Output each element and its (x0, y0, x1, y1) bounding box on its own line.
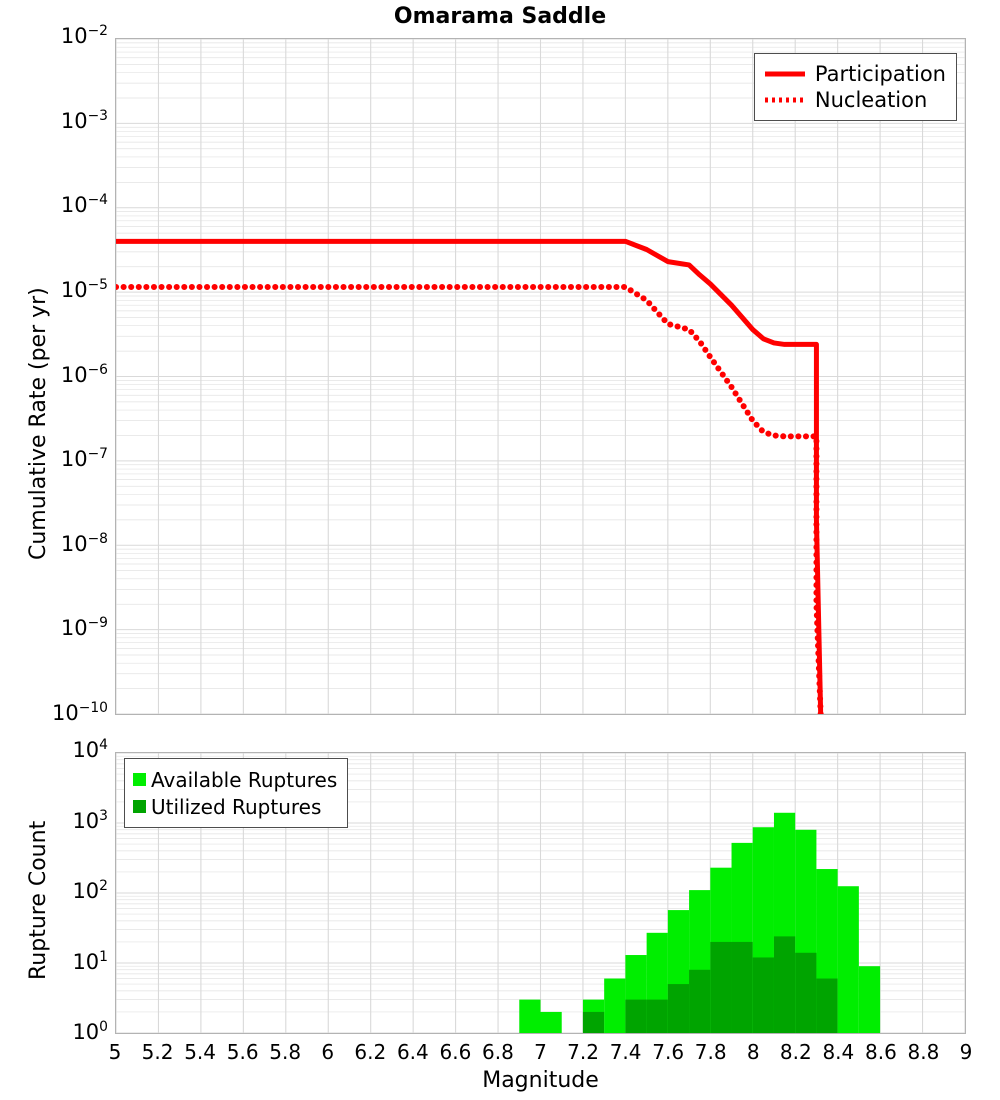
available-color-swatch (133, 773, 146, 786)
legend-bottom[interactable]: Available Ruptures Utilized Ruptures (124, 758, 349, 828)
rupture-count-plot: Available Ruptures Utilized Ruptures (115, 752, 966, 1034)
dotted-line-icon (764, 97, 805, 103)
x-tick-label: 6.8 (482, 1040, 514, 1064)
y-tick-label: 104 (72, 737, 108, 762)
legend-item-available-ruptures[interactable]: Available Ruptures (133, 766, 337, 793)
y-tick-label: 103 (72, 807, 108, 833)
y-tick-label: 10−7 (60, 446, 108, 472)
x-tick-label: 8.4 (822, 1040, 855, 1064)
legend-item-utilized-ruptures[interactable]: Utilized Ruptures (133, 793, 337, 820)
x-tick-label: 6.4 (396, 1040, 429, 1064)
x-tick-label: 7.8 (694, 1040, 727, 1064)
x-tick-label: 6 (321, 1040, 335, 1064)
x-tick-label: 5.8 (269, 1040, 302, 1064)
y-tick-label: 10−10 (52, 700, 108, 725)
solid-line-icon (764, 71, 805, 77)
legend-item-participation[interactable]: Participation (763, 61, 946, 87)
x-tick-label: 5.4 (184, 1040, 216, 1064)
x-tick-label: 8.8 (907, 1040, 940, 1064)
y-axis-label-bottom: Rupture Count (26, 820, 51, 980)
legend-top[interactable]: Participation Nucleation (753, 53, 957, 121)
y-tick-label: 10−4 (60, 192, 108, 218)
x-tick-label: 7.4 (609, 1040, 642, 1064)
cumulative-rate-plot: Participation Nucleation (115, 38, 966, 715)
x-tick-label: 8.2 (779, 1040, 812, 1064)
y-tick-label: 10−9 (60, 615, 108, 641)
y-tick-label: 10−2 (60, 23, 108, 48)
x-tick-label: 6.6 (439, 1040, 472, 1064)
y-axis-ticks-bottom: 100 101 102 103 104 (0, 738, 108, 1042)
legend-label-nucleation: Nucleation (814, 88, 928, 112)
x-axis-label: Magnitude (482, 1068, 599, 1093)
x-tick-label: 7.6 (652, 1040, 685, 1064)
y-tick-label: 10−3 (60, 107, 108, 133)
page-title: Omarama Saddle (393, 4, 607, 29)
y-axis-label-top: Cumulative Rate (per yr) (26, 287, 51, 560)
x-tick-label: 5.2 (141, 1040, 174, 1064)
y-tick-label: 10−8 (60, 530, 108, 556)
y-axis-ticks-top: 10−2 10−3 10−4 10−5 10−6 10−7 10−8 10−9 10−10 (0, 24, 108, 723)
legend-label-participation: Participation (814, 62, 946, 86)
x-tick-label: 5 (108, 1040, 122, 1064)
legend-label-available-ruptures: Available Ruptures (151, 767, 338, 792)
y-tick-label: 101 (72, 948, 108, 974)
x-tick-label: 5.6 (226, 1040, 259, 1064)
x-tick-label: 7 (534, 1040, 547, 1064)
x-tick-label: 9 (959, 1040, 973, 1064)
rate-curves (116, 238, 824, 714)
legend-label-utilized-ruptures: Utilized Ruptures (151, 794, 322, 819)
x-tick-label: 7.2 (567, 1040, 599, 1064)
rupture-bars (519, 812, 881, 1033)
x-tick-label: 6.2 (354, 1040, 387, 1064)
y-tick-label: 102 (72, 878, 108, 903)
y-tick-label: 100 (72, 1019, 108, 1044)
x-tick-label: 8.6 (864, 1040, 897, 1064)
grid-lines-top (116, 39, 965, 714)
legend-item-nucleation[interactable]: Nucleation (763, 87, 946, 113)
y-tick-label: 10−6 (60, 361, 108, 387)
x-tick-label: 8 (746, 1040, 760, 1064)
utilized-color-swatch (133, 800, 146, 813)
y-tick-label: 10−5 (60, 276, 108, 302)
